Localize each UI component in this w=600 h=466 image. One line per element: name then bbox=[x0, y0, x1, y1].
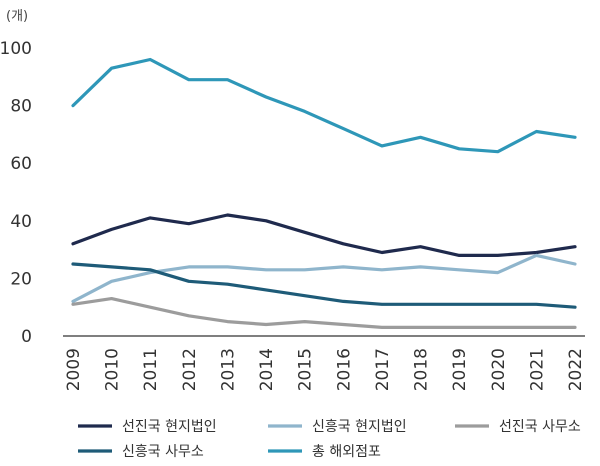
series-line-0 bbox=[71, 213, 577, 257]
series-line-4 bbox=[71, 57, 577, 154]
series-line-2 bbox=[71, 297, 577, 329]
y-tick-label: 60 bbox=[10, 154, 32, 174]
legend-label: 선진국 현지법인 bbox=[122, 419, 217, 435]
legend-label: 총 해외점포 bbox=[312, 444, 381, 460]
legend-label: 선진국 사무소 bbox=[499, 419, 581, 435]
x-tick-label: 2014 bbox=[257, 348, 277, 391]
y-tick-label: 20 bbox=[10, 269, 32, 289]
series-lines bbox=[71, 57, 577, 329]
legend-label: 신흥국 사무소 bbox=[122, 444, 204, 460]
legend-label: 신흥국 현지법인 bbox=[312, 419, 407, 435]
y-axis: 0 20 40 60 80 100 bbox=[0, 39, 32, 347]
x-tick-label: 2020 bbox=[489, 348, 509, 391]
y-tick-label: 80 bbox=[10, 97, 32, 117]
x-tick-label: 2013 bbox=[218, 348, 238, 391]
x-tick-label: 2022 bbox=[566, 348, 586, 391]
series-line-3 bbox=[71, 262, 577, 309]
x-tick-label: 2018 bbox=[412, 348, 432, 391]
series-line-1 bbox=[71, 253, 577, 303]
x-tick-label: 2012 bbox=[180, 348, 200, 391]
y-tick-label: 100 bbox=[0, 39, 32, 59]
x-tick-label: 2016 bbox=[334, 348, 354, 391]
x-tick-label: 2017 bbox=[373, 348, 393, 391]
y-tick-label: 0 bbox=[21, 327, 32, 347]
unit-label: (개) bbox=[6, 9, 28, 24]
x-tick-label: 2010 bbox=[103, 348, 123, 391]
y-tick-label: 40 bbox=[10, 212, 32, 232]
x-tick-label: 2015 bbox=[296, 348, 316, 391]
x-tick-label: 2011 bbox=[141, 348, 161, 391]
x-axis: 2009 2010 2011 2012 2013 2014 2015 2016 2017 2018… bbox=[64, 348, 586, 391]
x-tick-label: 2019 bbox=[450, 348, 470, 391]
x-tick-label: 2021 bbox=[527, 348, 547, 391]
x-tick-label: 2009 bbox=[64, 348, 84, 391]
